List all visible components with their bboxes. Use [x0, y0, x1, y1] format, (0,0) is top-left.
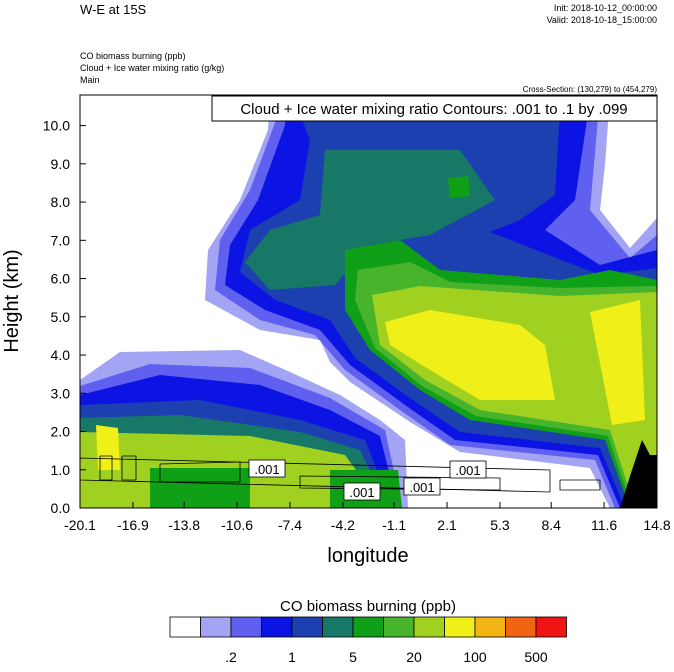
- y-tick-label: 7.0: [51, 232, 71, 248]
- colorbar-box: [261, 616, 293, 638]
- x-axis-label: longitude: [327, 545, 408, 567]
- x-tick-label: -1.1: [382, 517, 406, 533]
- y-tick-label: 1.0: [51, 462, 71, 478]
- field-line: Cloud + Ice water mixing ratio (g/kg): [80, 63, 224, 73]
- terrain: [620, 440, 657, 508]
- contour-region: [385, 310, 555, 400]
- cloud-contour: [99, 455, 113, 481]
- contour-label-box: [403, 477, 441, 496]
- y-axis-label: Height (km): [1, 249, 23, 352]
- colorbar-label: 1: [288, 649, 296, 665]
- colorbar-box: [505, 616, 537, 638]
- contour-region: [245, 150, 495, 290]
- contour-label-box: [248, 459, 286, 478]
- colorbar-label: 100: [463, 649, 487, 665]
- field-line: Main: [80, 75, 100, 85]
- colorbar-box: [474, 616, 506, 638]
- y-tick-label: 8.0: [51, 194, 71, 210]
- colorbar-box: [291, 616, 323, 638]
- contour-region: [590, 300, 645, 425]
- init-time: Init: 2018-10-12_00:00:00: [554, 3, 657, 13]
- info-box: [211, 95, 658, 122]
- y-tick-label: 5.0: [51, 309, 71, 325]
- y-tick-label: 2.0: [51, 424, 71, 440]
- contour-label-box: [449, 460, 487, 479]
- chart-title: W-E at 15S: [80, 2, 147, 17]
- colorbar-box: [352, 616, 384, 638]
- contour-info: Cloud + Ice water mixing ratio Contours:…: [240, 101, 627, 118]
- colorbar-box: [383, 616, 415, 638]
- colorbar-box: [169, 616, 201, 638]
- contour-region: [260, 240, 295, 280]
- colorbar-label: 5: [349, 649, 357, 665]
- colorbar-box: [535, 616, 567, 638]
- x-tick-label: -4.2: [331, 517, 355, 533]
- y-tick-label: 6.0: [51, 271, 71, 287]
- x-tick-label: 8.4: [541, 517, 561, 533]
- colorbar-box: [413, 616, 445, 638]
- x-tick-label: 11.6: [591, 517, 617, 533]
- x-tick-label: -20.1: [64, 517, 96, 533]
- contour-label: .001: [409, 480, 434, 495]
- cloud-contour: [299, 475, 501, 491]
- colorbar-box: [200, 616, 232, 638]
- cloud-contour: [559, 479, 601, 491]
- contour-label-box: [343, 482, 381, 501]
- x-tick-label: -7.4: [278, 517, 302, 533]
- x-tick-label: -16.9: [117, 517, 149, 533]
- cross-section: Cross-Section: (130,279) to (454,279): [523, 85, 658, 94]
- field-line: CO biomass burning (ppb): [80, 51, 186, 61]
- contour-region: [448, 176, 470, 198]
- colorbar-label: 20: [406, 649, 422, 665]
- colorbar-label: 500: [524, 649, 548, 665]
- x-tick-label: 2.1: [437, 517, 457, 533]
- valid-time: Valid: 2018-10-18_15:00:00: [547, 15, 657, 25]
- y-tick-label: 0.0: [51, 500, 71, 516]
- colorbar-title: CO biomass burning (ppb): [280, 598, 456, 615]
- contour-label: .001: [254, 462, 279, 477]
- y-tick-label: 3.0: [51, 385, 71, 401]
- x-tick-label: 14.8: [643, 517, 670, 533]
- y-tick-label: 10.0: [43, 118, 70, 134]
- plot-frame: [79, 94, 658, 509]
- contour-region: [150, 468, 250, 508]
- cloud-contour: [159, 461, 241, 483]
- y-tick-label: 4.0: [51, 347, 71, 363]
- cloud-contour: [121, 455, 137, 481]
- y-tick-label: 9.0: [51, 156, 71, 172]
- x-tick-label: -10.6: [221, 517, 253, 533]
- contour-label: .001: [349, 485, 374, 500]
- plot-area: .001 .001 .001 .001: [79, 95, 657, 508]
- colorbar-label: .2: [225, 649, 237, 665]
- x-tick-label: 5.3: [490, 517, 510, 533]
- contour-label: .001: [455, 463, 480, 478]
- x-tick-label: -13.8: [168, 517, 200, 533]
- colorbar-box: [322, 616, 354, 638]
- colorbar-box: [444, 616, 476, 638]
- colorbar-box: [230, 616, 262, 638]
